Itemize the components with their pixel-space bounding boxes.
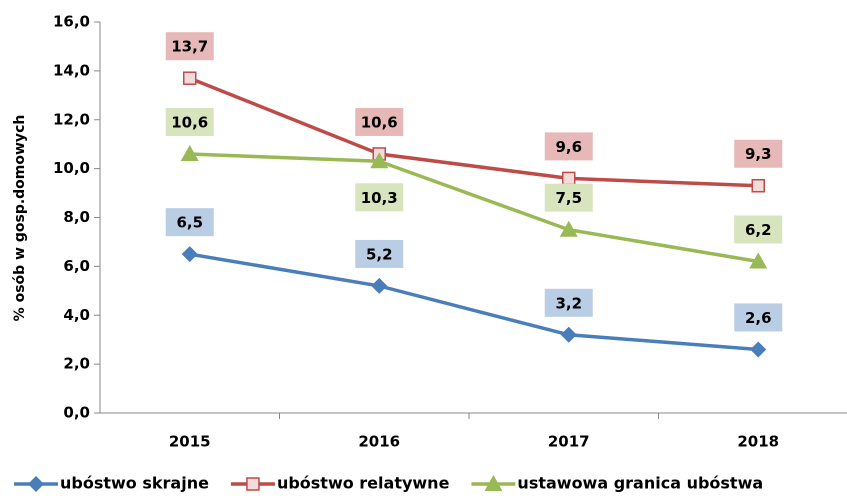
data-label: 10,3 [361, 189, 398, 207]
y-tick-label: 10,0 [53, 159, 90, 177]
data-label: 10,6 [361, 113, 398, 131]
y-tick-label: 6,0 [63, 257, 90, 275]
data-label: 10,6 [171, 113, 208, 131]
x-tick-label: 2016 [358, 433, 400, 451]
data-label-box [165, 32, 214, 61]
data-label: 3,2 [555, 294, 582, 312]
y-tick-label: 12,0 [53, 110, 90, 128]
data-point [751, 178, 765, 193]
y-axis-label: % osób w gosp.domowych [12, 115, 28, 322]
series-line [189, 76, 759, 188]
y-tick-label: 2,0 [63, 355, 90, 373]
legend-marker [484, 475, 503, 491]
data-label-box [544, 132, 593, 161]
data-label: 5,2 [366, 245, 393, 263]
data-label-box [734, 139, 783, 168]
data-point [562, 171, 576, 186]
data-label: 6,5 [176, 214, 203, 232]
legend-label: ustawowa granica ubóstwa [517, 474, 763, 493]
data-label-box [544, 288, 593, 317]
data-point [559, 220, 578, 237]
data-label: 2,6 [745, 309, 772, 327]
y-tick-label: 8,0 [63, 208, 90, 226]
data-label: 13,7 [171, 38, 208, 56]
data-label: 9,6 [555, 138, 582, 156]
y-tick-label: 16,0 [53, 13, 90, 31]
legend-label: ubóstwo skrajne [60, 474, 209, 493]
data-point [371, 277, 388, 294]
data-label-box [355, 107, 404, 136]
y-tick-label: 14,0 [53, 61, 90, 79]
data-label-box [544, 183, 593, 212]
data-point [750, 341, 767, 358]
series-line [189, 152, 759, 264]
y-tick-label: 4,0 [63, 306, 90, 324]
data-point [183, 71, 197, 85]
data-point [749, 252, 768, 269]
series-line [189, 252, 759, 352]
data-point [180, 144, 199, 161]
data-label-box [355, 183, 404, 212]
x-tick-label: 2015 [169, 433, 211, 451]
x-tick-label: 2018 [737, 433, 779, 451]
data-label: 6,2 [745, 221, 772, 239]
x-tick-label: 2017 [548, 433, 590, 451]
legend-marker [28, 476, 44, 492]
data-point [181, 246, 198, 263]
data-label-box [165, 208, 214, 237]
data-label: 9,3 [745, 145, 772, 163]
legend-label: ubóstwo relatywne [277, 474, 450, 493]
data-point [370, 152, 389, 169]
legend-marker [246, 477, 260, 491]
data-label-box [165, 107, 214, 136]
data-label-box [355, 239, 404, 268]
data-label: 7,5 [555, 189, 582, 207]
data-label-box [734, 215, 783, 244]
data-label-box [734, 303, 783, 332]
data-point [560, 326, 577, 343]
y-tick-label: 0,0 [63, 404, 90, 422]
